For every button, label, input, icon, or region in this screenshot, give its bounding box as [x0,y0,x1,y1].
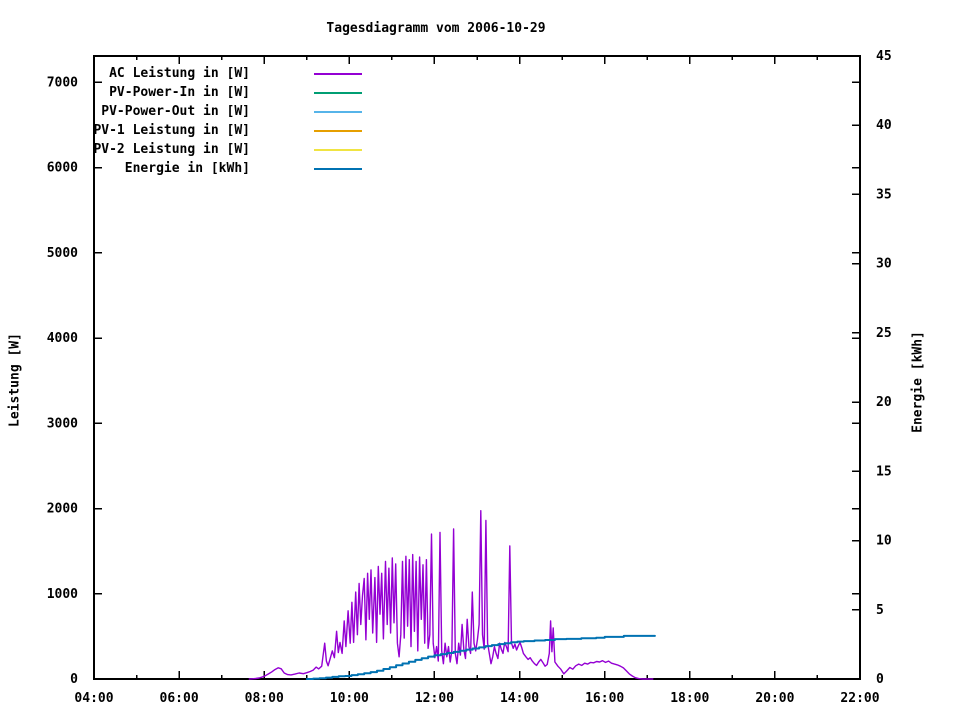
x-tick-label: 06:00 [160,691,199,706]
y-tick-label: 7000 [47,75,78,90]
chart-title: Tagesdiagramm vom 2006-10-29 [326,21,546,36]
x-tick-label: 12:00 [415,691,454,706]
x-tick-label: 04:00 [74,691,113,706]
y-tick-label: 5000 [47,246,78,261]
x-tick-label: 20:00 [755,691,794,706]
x-tick-label: 10:00 [330,691,369,706]
x-tick-label: 18:00 [670,691,709,706]
y-tick-label: 0 [70,672,78,687]
x-tick-label: 22:00 [840,691,879,706]
y2-tick-label: 0 [876,672,884,687]
y2-tick-label: 40 [876,118,892,133]
y-tick-label: 6000 [47,161,78,176]
y2-tick-label: 35 [876,187,892,202]
y-tick-label: 3000 [47,416,78,431]
y2-tick-label: 30 [876,257,892,272]
y-tick-label: 2000 [47,502,78,517]
y2-tick-label: 25 [876,326,892,341]
x-tick-label: 14:00 [500,691,539,706]
x-tick-label: 08:00 [245,691,284,706]
series-line-energie [305,634,656,680]
y-tick-label: 1000 [47,587,78,602]
y2-tick-label: 5 [876,603,884,618]
plot-border [93,55,861,680]
y2-tick-label: 10 [876,534,892,549]
y2-tick-label: 15 [876,464,892,479]
y2-tick-label: 20 [876,395,892,410]
y-tick-label: 4000 [47,331,78,346]
x-tick-label: 16:00 [585,691,624,706]
y2-tick-label: 45 [876,49,892,64]
series-line-ac [248,510,654,680]
